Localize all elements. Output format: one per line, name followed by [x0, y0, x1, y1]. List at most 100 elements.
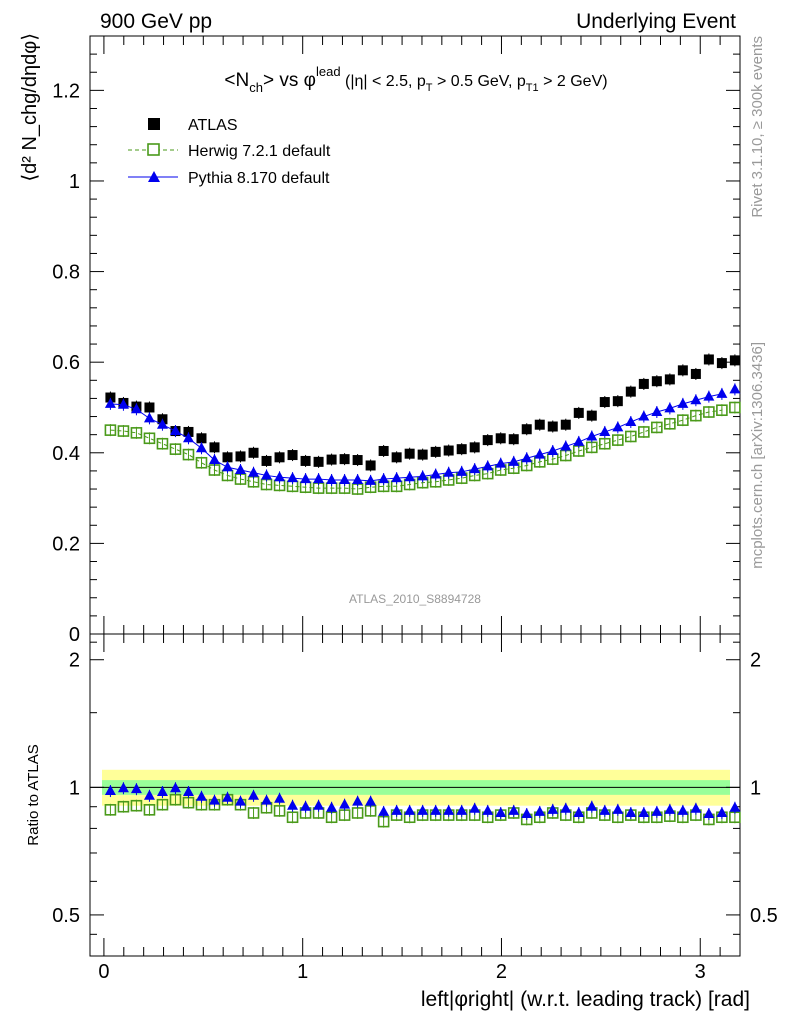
ratio-point-1 [495, 806, 507, 817]
ratio-point-1 [391, 804, 403, 815]
main-point-2 [143, 412, 155, 423]
main-point-0 [638, 378, 649, 389]
ratio-point-1 [248, 789, 260, 800]
main-point-0 [573, 407, 584, 418]
ratio-point-1 [352, 795, 364, 806]
main-point-2 [716, 387, 728, 398]
main-point-0 [547, 421, 558, 432]
main-point-2 [156, 418, 168, 429]
main-y-tick-label: 0.8 [52, 262, 80, 284]
ratio-point-1 [690, 802, 702, 813]
ratio-y-tick-label-right: 2 [750, 650, 761, 672]
main-point-0 [274, 452, 285, 463]
main-point-0 [690, 368, 701, 379]
ratio-point-1 [599, 804, 611, 815]
main-point-2 [586, 430, 598, 441]
main-point-2 [326, 473, 338, 484]
main-point-1 [716, 404, 728, 417]
ratio-point-0 [117, 800, 130, 813]
x-tick-label: 1 [297, 961, 308, 983]
ratio-point-1 [222, 791, 234, 802]
main-point-0 [456, 444, 467, 455]
main-point-2 [729, 383, 741, 394]
ratio-point-1 [326, 801, 338, 812]
main-point-2 [208, 454, 220, 465]
x-axis-title: left|φright| (w.r.t. leading track) [rad… [421, 988, 750, 1011]
main-point-2 [690, 394, 702, 405]
main-point-0 [677, 365, 688, 376]
header-right: Underlying Event [576, 10, 736, 33]
main-point-2 [169, 425, 181, 436]
main-point-1 [143, 432, 156, 445]
main-point-2 [495, 457, 507, 468]
main-point-2 [248, 466, 260, 477]
ratio-point-0 [169, 793, 182, 806]
legend: ATLAS Herwig 7.2.1 default Pythia 8.170 de… [128, 117, 331, 187]
main-point-0 [703, 354, 714, 365]
ratio-point-1 [378, 805, 390, 816]
main-point-2 [417, 470, 429, 481]
main-point-2 [182, 432, 194, 443]
main-point-2 [677, 397, 689, 408]
main-point-2 [274, 471, 286, 482]
main-point-0 [378, 445, 389, 456]
ratio-point-1 [130, 783, 142, 794]
main-point-1 [664, 417, 676, 430]
main-point-2 [560, 440, 572, 451]
ratio-point-1 [586, 800, 598, 811]
main-point-2 [117, 398, 129, 409]
main-point-0 [339, 454, 350, 465]
main-point-0 [625, 386, 636, 397]
main-point-2 [130, 403, 142, 414]
main-point-2 [339, 473, 351, 484]
main-point-1 [195, 456, 208, 469]
main-point-1 [117, 425, 130, 437]
header-left: 900 GeV pp [100, 10, 212, 33]
ratio-point-1 [104, 785, 116, 796]
main-point-0 [482, 435, 493, 446]
main-point-2 [482, 460, 494, 471]
main-point-0 [287, 450, 298, 461]
ratio-point-1 [235, 795, 247, 806]
main-point-2 [573, 435, 585, 446]
ratio-point-1 [274, 792, 286, 803]
ratio-point-1 [300, 800, 312, 811]
main-point-0 [664, 374, 675, 385]
main-point-0 [261, 455, 272, 466]
ratio-point-1 [208, 794, 220, 805]
rivet-label: Rivet 3.1.10, ≥ 300k events [749, 36, 766, 218]
ratio-point-1 [729, 801, 741, 812]
main-point-1 [169, 443, 182, 455]
ratio-point-1 [703, 808, 715, 819]
main-point-0 [144, 402, 155, 413]
main-point-0 [469, 442, 480, 453]
legend-label-1: Herwig 7.2.1 default [188, 143, 331, 160]
legend-label-2: Pythia 8.170 default [188, 170, 330, 187]
main-point-2 [456, 465, 468, 476]
main-point-0 [183, 426, 194, 437]
main-point-0 [300, 455, 311, 466]
mcplots-label: mcplots.cern.ch [arXiv:1306.3436] [749, 342, 766, 569]
ratio-uncertainty-bands [90, 769, 740, 806]
ratio-point-1 [195, 790, 207, 801]
main-point-1 [612, 434, 624, 446]
main-point-1 [156, 437, 169, 450]
main-y-tick-label: 1.2 [52, 80, 80, 102]
ratio-point-0 [104, 804, 117, 816]
main-point-1 [677, 414, 689, 426]
main-y-tick-label: 1 [69, 171, 80, 193]
ratio-point-0 [273, 805, 286, 817]
main-point-1 [651, 421, 663, 434]
main-point-0 [209, 442, 220, 453]
main-point-1 [625, 430, 637, 443]
axes-ticks: 0 0.2 0.4 0.6 0.8 1 1.2 0.5 0.5 1 1 2 2 0 1 2 3 [52, 36, 778, 983]
ratio-point-1 [261, 794, 273, 805]
ratio-point-0 [247, 807, 260, 819]
main-point-0 [222, 452, 233, 463]
ratio-point-1 [716, 806, 728, 817]
main-point-2 [195, 442, 207, 453]
main-point-2 [300, 473, 312, 484]
main-point-2 [469, 463, 481, 474]
main-point-2 [625, 415, 637, 426]
main-point-0 [313, 456, 324, 467]
